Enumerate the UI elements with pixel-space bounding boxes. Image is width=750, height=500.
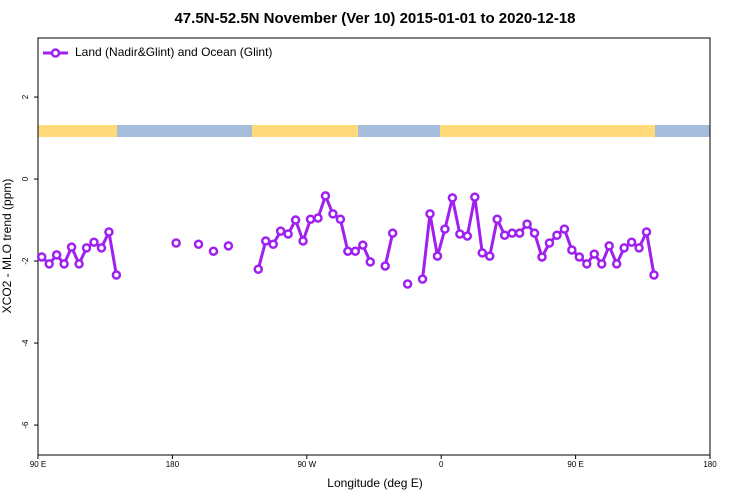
land-band (252, 125, 358, 137)
data-point (499, 230, 510, 240)
data-point (290, 215, 301, 225)
data-point (268, 239, 278, 249)
data-point (462, 231, 473, 241)
data-point (253, 264, 264, 275)
y-axis-label: XCO2 - MLO trend (ppm) (0, 179, 14, 314)
data-point (51, 250, 62, 260)
data-point (335, 214, 346, 224)
land-ocean-strip (38, 125, 710, 137)
x-tick-label: 90 E (30, 460, 46, 469)
data-point (649, 270, 659, 280)
data-point (529, 228, 540, 238)
x-tick-label: 0 (439, 460, 444, 469)
x-axis-label: Longitude (deg E) (327, 476, 422, 490)
data-point (104, 227, 114, 237)
data-point (567, 245, 577, 255)
data-point (44, 259, 54, 269)
land-band (440, 125, 655, 137)
data-point (36, 252, 47, 262)
data-point (74, 259, 84, 269)
data-point (208, 246, 219, 256)
data-point (365, 257, 376, 267)
data-point (470, 192, 480, 202)
data-point (260, 236, 271, 246)
data-point (305, 214, 316, 224)
ocean-band (358, 125, 440, 137)
data-point (552, 230, 562, 240)
data-point (298, 236, 308, 246)
data-point (582, 259, 592, 269)
data-point (343, 246, 353, 256)
data-point (313, 213, 323, 223)
legend-marker (50, 48, 61, 58)
y-tick-label: -2 (21, 257, 30, 265)
data-point (514, 228, 525, 238)
plot-frame (37, 37, 711, 456)
data-point (425, 209, 435, 219)
data-point (455, 229, 465, 239)
y-tick-label: -6 (21, 421, 30, 429)
data-point (484, 251, 495, 261)
series-line (40, 191, 656, 280)
data-point (171, 238, 181, 248)
data-point (432, 251, 443, 261)
data-point (589, 249, 600, 259)
data-point (380, 261, 390, 271)
data-point (96, 243, 107, 253)
data-point (111, 270, 122, 280)
data-point (447, 193, 458, 203)
data-point (492, 214, 502, 224)
data-point (283, 229, 293, 239)
data-point (417, 274, 428, 284)
data-point (574, 252, 585, 262)
data-point (544, 238, 555, 248)
data-point (89, 237, 99, 247)
data-point (440, 224, 450, 234)
data-point (275, 226, 286, 236)
y-tick-label: -4 (21, 339, 30, 347)
data-point (619, 243, 629, 253)
data-point (387, 228, 398, 238)
ocean-band (117, 125, 252, 137)
x-tick-label: 90 W (297, 460, 316, 469)
data-point (641, 227, 652, 237)
data-point (537, 252, 547, 262)
data-point (66, 242, 77, 252)
data-point (350, 246, 361, 256)
data-point (604, 241, 614, 251)
data-point (559, 224, 570, 234)
data-point (320, 191, 331, 201)
data-point (223, 241, 234, 251)
legend-label: Land (Nadir&Glint) and Ocean (Glint) (75, 45, 272, 59)
data-point (626, 237, 637, 247)
ocean-band (655, 125, 710, 137)
data-point (193, 239, 204, 249)
data-point (507, 228, 517, 238)
x-tick-label: 180 (166, 460, 180, 469)
data-point (522, 219, 532, 229)
y-tick-label: 2 (21, 94, 30, 99)
land-band (38, 125, 117, 137)
data-point (611, 259, 622, 269)
data-point (81, 243, 92, 253)
data-point (596, 259, 607, 269)
x-tick-label: 180 (703, 460, 717, 469)
chart-title: 47.5N-52.5N November (Ver 10) 2015-01-01… (174, 10, 575, 27)
data-point (358, 240, 368, 250)
data-point (328, 209, 338, 219)
y-tick-label: 0 (21, 176, 30, 181)
data-point (402, 279, 413, 289)
data-point (634, 243, 644, 253)
x-tick-label: 90 E (567, 460, 583, 469)
data-point (59, 259, 69, 269)
data-point (477, 248, 488, 258)
